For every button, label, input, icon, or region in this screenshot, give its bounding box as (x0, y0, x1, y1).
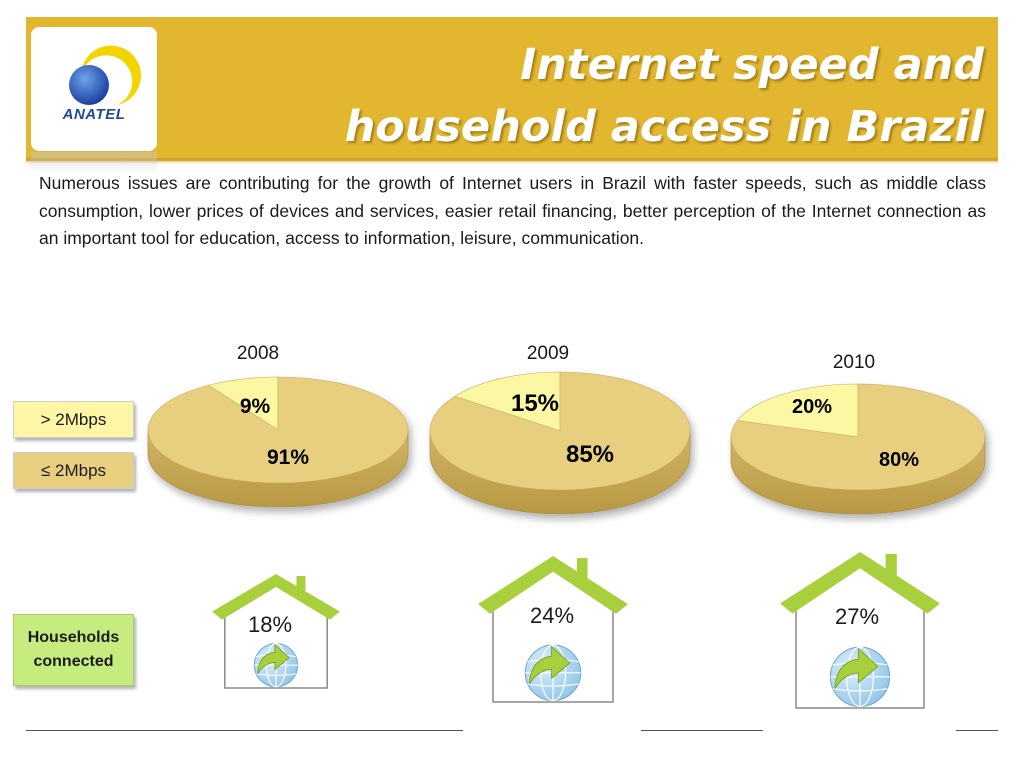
year-label-2009: 2009 (526, 343, 570, 364)
intro-paragraph: Numerous issues are contributing for the… (39, 173, 986, 248)
pie-2008 (147, 376, 409, 508)
header-shadow (26, 158, 998, 164)
pie-label-2010-above: 20% (792, 396, 832, 418)
pie-label-2010-below: 80% (879, 449, 919, 471)
pie-label-2009-below: 85% (566, 441, 614, 468)
logo-text: ANATEL (62, 106, 126, 123)
title-line-1: Internet speed and (520, 40, 984, 90)
pie-slice-2009-above (454, 371, 561, 432)
pie-slice-2010-below (730, 383, 986, 491)
year-label-2010: 2010 (832, 352, 876, 373)
pie-slice-2010-above (736, 383, 859, 438)
house-icon-1 (478, 556, 628, 703)
baseline-middle (641, 730, 763, 731)
title-line-2: household access in Brazil (344, 102, 984, 152)
arrow-icon-1 (529, 645, 571, 685)
anatel-logo-mark (69, 45, 141, 105)
pie-2010 (730, 383, 986, 515)
pie-label-2008-above: 9% (240, 395, 271, 418)
baseline-right (956, 730, 998, 731)
pie-2009 (429, 371, 691, 515)
arrow-icon-2 (834, 647, 879, 689)
page-title: Internet speed and household access in B… (184, 34, 984, 158)
households-pct-2008: 18% (247, 612, 293, 637)
pie-slice-2009-below (429, 371, 691, 491)
households-connected-label: Households connected (13, 614, 134, 686)
header-band (26, 17, 998, 161)
pie-label-2009-above: 15% (511, 390, 559, 417)
house-icon-0 (212, 574, 340, 689)
anatel-logo: ANATEL (31, 27, 157, 151)
house-icon-2 (780, 552, 940, 709)
logo-reflection (31, 152, 157, 174)
baseline-left (26, 730, 463, 731)
households-pct-2009: 24% (529, 603, 575, 628)
pie-label-2008-below: 91% (267, 446, 309, 469)
year-label-2008: 2008 (236, 343, 280, 364)
legend-below-2mbps: ≤ 2Mbps (13, 452, 134, 489)
pie-slice-2008-below (147, 376, 409, 484)
arrow-icon-0 (257, 643, 290, 675)
households-pct-2010: 27% (834, 604, 880, 629)
legend-above-2mbps: > 2Mbps (13, 401, 134, 438)
